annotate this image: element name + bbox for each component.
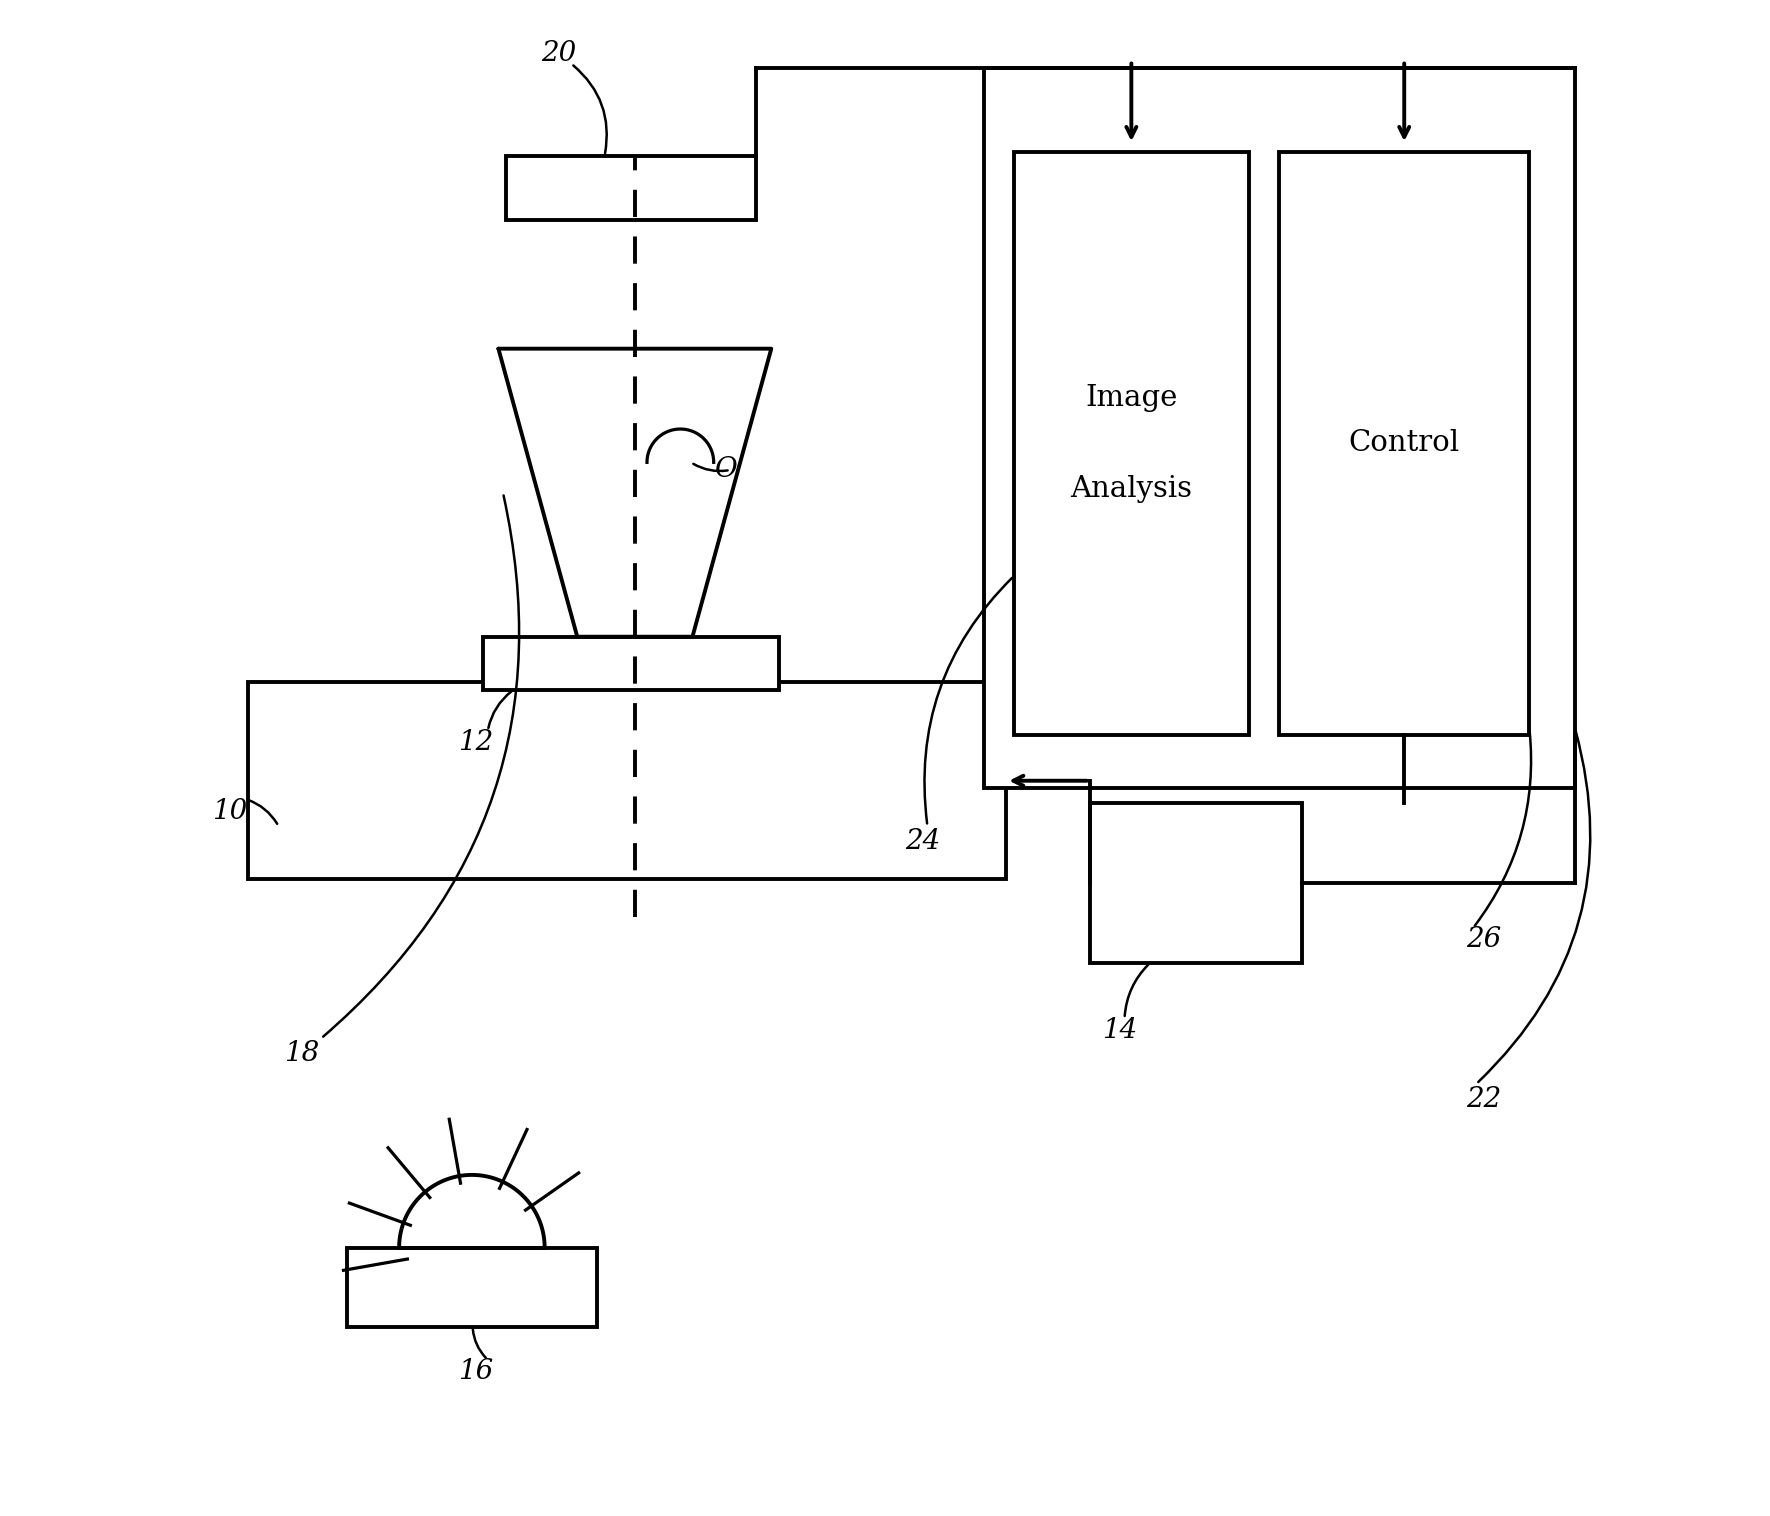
Text: 22: 22 — [1466, 1085, 1501, 1113]
Bar — [347, 1248, 596, 1326]
Bar — [1280, 152, 1529, 735]
Text: O: O — [715, 456, 736, 484]
Text: Image: Image — [1085, 384, 1177, 412]
Text: 16: 16 — [458, 1358, 494, 1386]
Bar — [483, 637, 779, 690]
Text: Analysis: Analysis — [1071, 475, 1193, 503]
Bar — [984, 68, 1575, 788]
Text: 24: 24 — [904, 828, 940, 855]
Bar — [506, 156, 756, 220]
Text: 14: 14 — [1103, 1017, 1138, 1045]
Text: 10: 10 — [212, 797, 248, 825]
Text: Control: Control — [1349, 429, 1460, 458]
Text: 20: 20 — [542, 39, 577, 67]
Text: 12: 12 — [458, 729, 494, 756]
Bar — [1090, 803, 1303, 963]
Text: 26: 26 — [1466, 926, 1501, 954]
Bar — [1014, 152, 1250, 735]
Bar — [248, 682, 1007, 879]
Text: 18: 18 — [283, 1040, 319, 1067]
